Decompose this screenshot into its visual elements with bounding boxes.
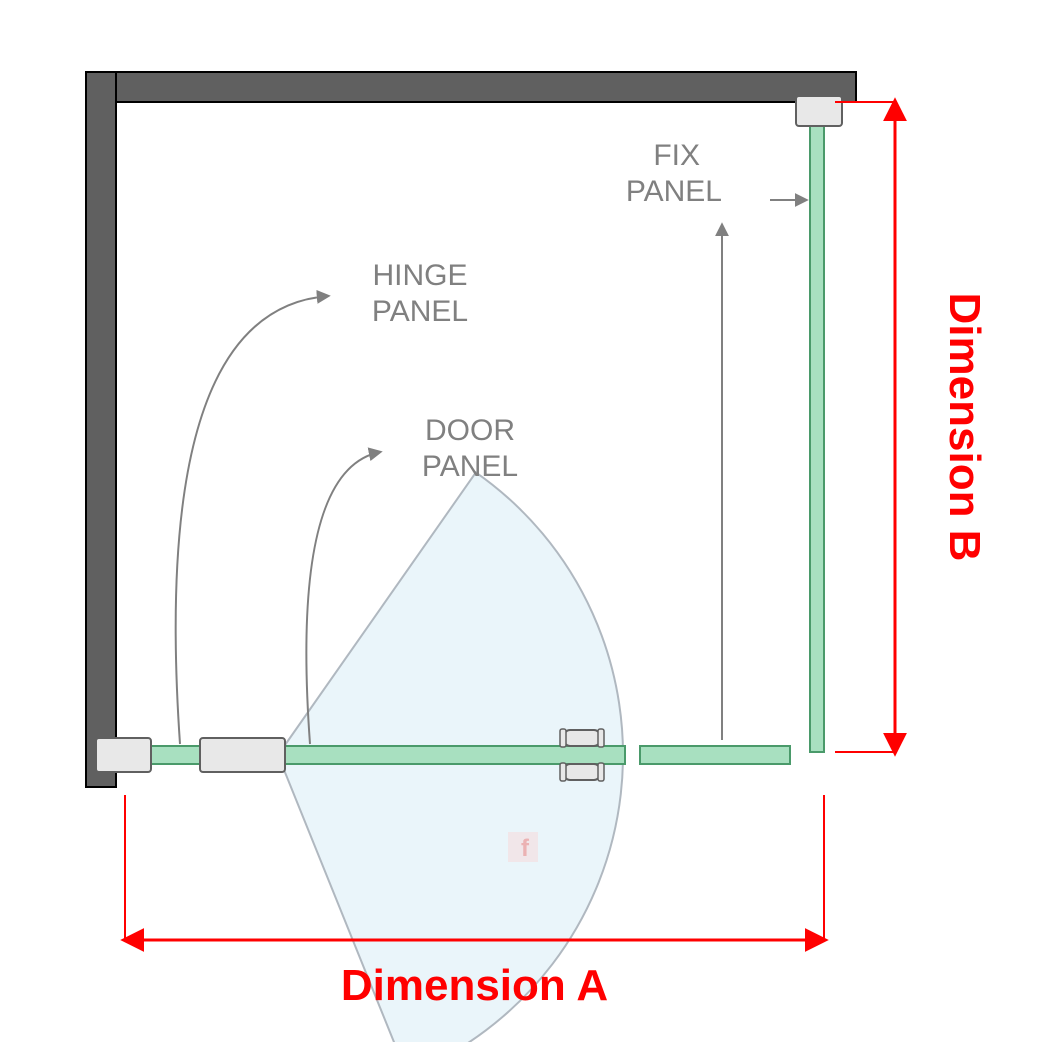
door-panel-label-1: DOOR xyxy=(425,414,515,447)
top-clamp xyxy=(796,96,842,126)
left-clamp xyxy=(96,738,151,772)
watermark-text: f xyxy=(521,835,530,862)
fix-panel-label-1: FIX xyxy=(653,139,700,172)
wall-top xyxy=(86,72,856,102)
hinge-panel-label-2: PANEL xyxy=(372,295,468,328)
fix-panel-label-2: PANEL xyxy=(626,175,722,208)
fix-panel-vertical xyxy=(810,110,824,752)
dimension-a-label: Dimension A xyxy=(341,961,608,1010)
hinge-panel-label-1: HINGE xyxy=(372,259,467,292)
dimension-b-label: Dimension B xyxy=(940,293,989,562)
gap-panel xyxy=(640,746,790,764)
door-panel xyxy=(275,746,625,764)
door-panel-label-2: PANEL xyxy=(422,450,518,483)
door-knob-top xyxy=(560,729,604,747)
shower-diagram: Dimension ADimension BFIXPANELHINGEPANEL… xyxy=(0,0,1042,1042)
door-knob-bottom xyxy=(560,763,604,781)
wall-left xyxy=(86,72,116,787)
hinge-clamp xyxy=(200,738,285,772)
hinge-panel-arrow xyxy=(176,296,328,744)
